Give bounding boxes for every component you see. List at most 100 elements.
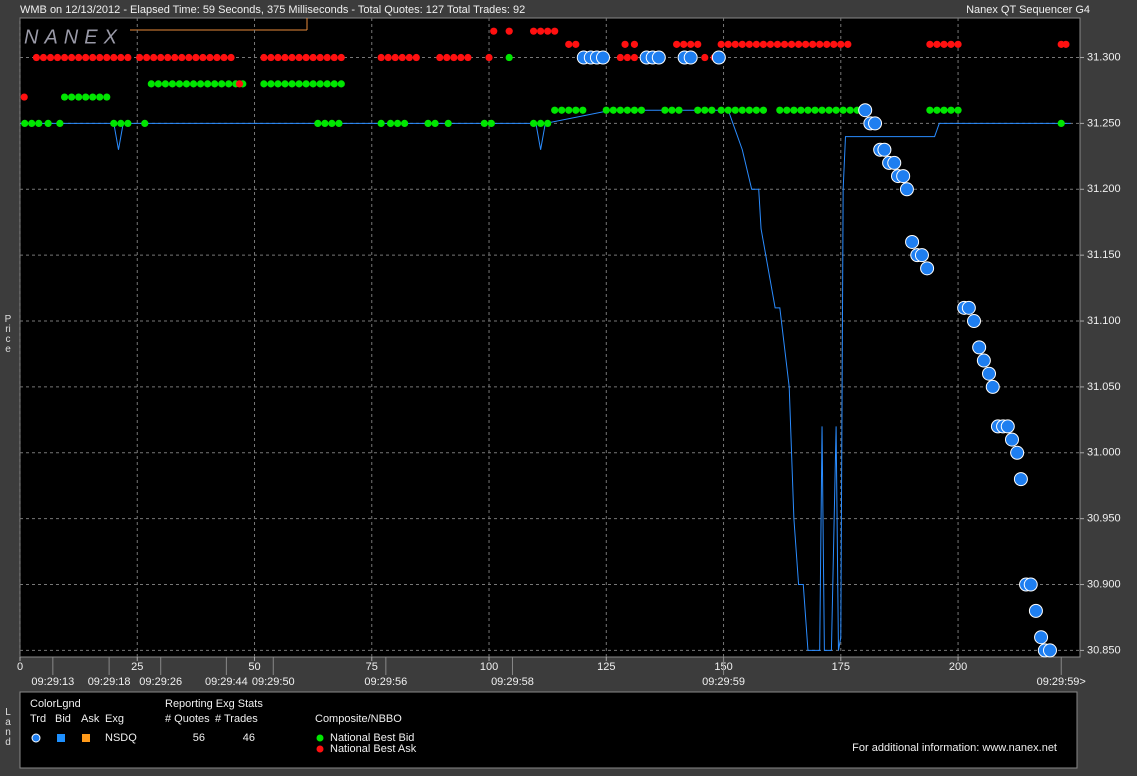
ask-dot <box>816 40 824 48</box>
bid-dot <box>288 80 296 88</box>
x-tick-label: 0 <box>17 661 23 673</box>
bid-dot <box>314 119 322 128</box>
price-line <box>20 109 1071 651</box>
trade <box>1023 577 1038 592</box>
bid-dot <box>759 106 768 114</box>
bid-dot <box>323 80 331 88</box>
ask-dot <box>199 53 207 62</box>
bid-dot <box>708 106 716 114</box>
x-tick-label: 175 <box>832 661 850 673</box>
ask-dot <box>274 53 282 62</box>
ask-dot <box>412 53 420 62</box>
quotes: 56 <box>193 732 205 744</box>
ask-dot <box>171 53 179 62</box>
trade <box>683 50 698 65</box>
bid-dot <box>1057 119 1065 128</box>
ask-dot <box>67 53 76 62</box>
chart-title: WMB on 12/13/2012 - Elapsed Time: 59 Sec… <box>20 4 525 16</box>
ask-dot <box>281 53 289 62</box>
ask-dot <box>623 53 631 62</box>
y-tick-label: 30.950 <box>1087 513 1121 525</box>
ask-dot <box>537 27 545 35</box>
bid-dot <box>260 80 268 88</box>
ask-dot <box>260 53 268 62</box>
bid-dot <box>316 80 324 88</box>
ask-dot <box>823 40 831 48</box>
trade <box>877 142 892 157</box>
ask-dot <box>192 53 200 62</box>
bid-dot <box>168 80 177 88</box>
time-tick-label: 09:29:18 <box>88 676 131 688</box>
bid-dot <box>565 106 573 114</box>
bid-dot <box>783 106 791 114</box>
y-tick-label: 31.300 <box>1087 51 1121 63</box>
bid-dot <box>623 106 631 114</box>
bid-dot <box>529 119 538 128</box>
trade <box>1028 603 1043 618</box>
legend-swatch <box>316 745 324 753</box>
trade <box>899 182 914 197</box>
bid-dot <box>940 106 948 114</box>
ask-dot <box>731 40 739 48</box>
ask-dot <box>565 40 573 48</box>
ask-dot <box>529 27 538 35</box>
ask-dot <box>464 53 472 62</box>
x-tick-label: 125 <box>597 661 615 673</box>
trade <box>905 234 920 249</box>
bid-dot <box>776 106 784 114</box>
ask-dot <box>32 53 41 62</box>
bid-dot <box>21 119 29 128</box>
bid-dot <box>818 106 826 114</box>
x-tick-label: 200 <box>949 661 967 673</box>
ask-dot <box>302 53 310 62</box>
bid-icon <box>57 734 65 742</box>
bid-dot <box>668 106 676 114</box>
bid-dot <box>839 106 847 114</box>
ask-dot <box>551 27 559 35</box>
ask-dot <box>443 53 451 62</box>
bid-dot <box>335 119 343 128</box>
bid-dot <box>302 80 310 88</box>
ask-dot <box>724 40 732 48</box>
ask-dot <box>220 53 228 62</box>
ask-dot <box>330 53 338 62</box>
bid-dot <box>82 93 90 101</box>
ask-dot <box>103 53 111 62</box>
trade <box>651 50 666 65</box>
legend-col: Bid <box>55 713 71 725</box>
y-tick-label: 31.050 <box>1087 381 1121 393</box>
trade <box>1004 432 1019 447</box>
ask-dot <box>773 40 782 48</box>
ask-dot <box>954 40 962 48</box>
ask-dot <box>701 53 709 62</box>
bid-dot <box>926 106 934 114</box>
legend-panel <box>19 691 1078 769</box>
time-tick-label: 09:29:44 <box>205 676 248 688</box>
ask-dot <box>206 53 214 62</box>
ask-dot <box>616 53 624 62</box>
bid-dot <box>579 106 587 114</box>
panel-side-label: Land <box>5 707 11 748</box>
ask-dot <box>185 53 193 62</box>
bid-dot <box>487 119 495 128</box>
ask-dot <box>830 40 838 48</box>
bid-dot <box>75 93 83 101</box>
ask-dot <box>213 53 221 62</box>
plot-area <box>19 17 1081 658</box>
bid-dot <box>386 119 395 128</box>
time-tick-label: 09:29:59> <box>1037 676 1086 688</box>
ask-dot <box>745 40 753 48</box>
ask-dot <box>766 40 775 48</box>
bid-dot <box>103 93 111 101</box>
ask-dot <box>450 53 458 62</box>
ask-dot <box>794 40 803 48</box>
legend-entry: National Best Ask <box>330 743 417 755</box>
ask-dot <box>837 40 845 48</box>
bid-dot <box>189 80 198 88</box>
bid-dot <box>161 80 169 88</box>
time-tick-label: 09:29:50 <box>252 676 295 688</box>
trade <box>914 248 929 263</box>
ask-dot <box>1062 40 1070 48</box>
bid-dot <box>267 80 275 88</box>
